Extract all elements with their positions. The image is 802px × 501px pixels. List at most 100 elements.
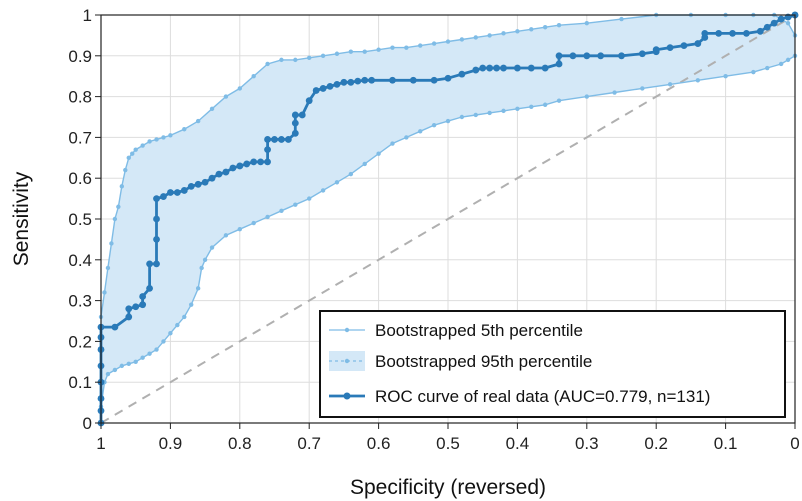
series-p95-point [390,45,395,50]
series-roc-point [409,76,417,84]
series-p5-point [189,302,194,307]
series-roc-point [111,323,119,331]
series-p95-point [161,135,166,140]
series-p95-point [116,204,121,209]
series-roc-point [180,187,188,194]
series-roc-point [777,15,785,23]
series-p5-point [584,94,589,99]
legend-label-p95: Bootstrapped 95th percentile [375,352,592,371]
series-p95-point [445,39,451,44]
series-p5-point [418,129,423,134]
series-roc-point [389,76,396,84]
series-roc-point [167,189,174,196]
y-tick-label: 0.7 [68,128,92,147]
series-p95-point [529,27,534,32]
series-roc-point [527,64,535,72]
series-p5-point [542,102,548,107]
series-p5-point [133,359,138,364]
series-roc-point [319,85,327,92]
series-roc-point [354,77,362,85]
y-tick-label: 0 [83,414,92,433]
series-roc-point [291,129,299,137]
series-p95-point [223,94,229,99]
series-roc-point [479,64,487,72]
series-p95-point [105,265,111,271]
series-p95-point [147,139,152,144]
series-roc-point [312,87,320,94]
series-roc-point [229,164,237,172]
series-roc-point [264,146,271,154]
series-p95-point [112,216,118,222]
series-roc-point [160,193,167,200]
series-p95-point [265,61,270,67]
x-tick-label: 0.3 [575,434,599,453]
series-p5-point [168,331,173,336]
series-p95-point [182,127,187,132]
series-roc-point [500,64,507,72]
series-p95-point [542,25,548,30]
series-p5-point [376,151,381,156]
series-roc-point [305,97,313,105]
x-tick-label: 0.1 [714,434,738,453]
series-roc-point [125,313,133,321]
x-tick-label: 0.8 [228,434,252,453]
series-roc-point [715,29,723,37]
series-p5-point [126,361,131,367]
series-roc-point [618,52,625,60]
y-tick-label: 0.9 [68,47,92,66]
series-roc-point [201,178,209,186]
series-p95-point [459,37,465,42]
series-roc-point [139,301,147,309]
series-p5-point [105,371,111,377]
series-roc-point [638,50,646,58]
series-p95-point [584,20,589,26]
series-p95-point [168,133,173,138]
series-roc [97,11,799,427]
series-roc-point [153,215,160,223]
series-p5-point [785,57,791,63]
series-p5-point [265,214,270,220]
series-p5-point [293,202,298,207]
series-p95-point [154,137,159,142]
series-p5-point [667,82,673,87]
series-p95-point [376,47,381,52]
series-p5-point [251,220,256,226]
x-tick-label: 0.5 [436,434,460,453]
y-tick-label: 1 [83,6,92,25]
legend-label-roc: ROC curve of real data (AUC=0.779, n=131… [375,387,710,406]
series-p5-point [279,208,284,214]
series-p5-point [431,122,437,128]
series-p95-point [348,49,354,54]
series-p95-point [501,31,506,36]
series-p5-point [487,110,492,116]
series-p5-point [175,322,180,328]
series-p5-point [199,265,204,271]
series-p5-point [404,135,409,140]
series-roc-point [326,83,334,90]
series-p95-point [431,41,437,46]
series-roc-point [444,74,452,82]
series-roc-point [340,78,348,86]
series-p5-point [320,188,326,193]
series-roc-point [333,80,341,88]
series-roc-point [756,27,764,35]
y-tick-label: 0.5 [68,210,92,229]
series-p95-point [130,151,135,156]
series-p5-point [140,355,145,360]
series-p5-point [515,106,520,112]
x-tick-label: 1 [96,434,105,453]
series-p95-point [123,167,128,173]
series-roc-point [583,52,591,60]
series-p95-point [279,57,284,63]
series-roc-point [284,136,292,143]
series-p95-point [320,53,326,58]
series-p95-point [515,29,520,34]
series-roc-point [146,260,153,268]
series-p95-point [362,49,367,54]
series-roc-point [729,29,736,37]
series-roc-point [208,174,216,182]
series-roc-point [139,293,147,300]
series-roc-point [486,64,494,72]
series-roc-point [264,136,271,143]
